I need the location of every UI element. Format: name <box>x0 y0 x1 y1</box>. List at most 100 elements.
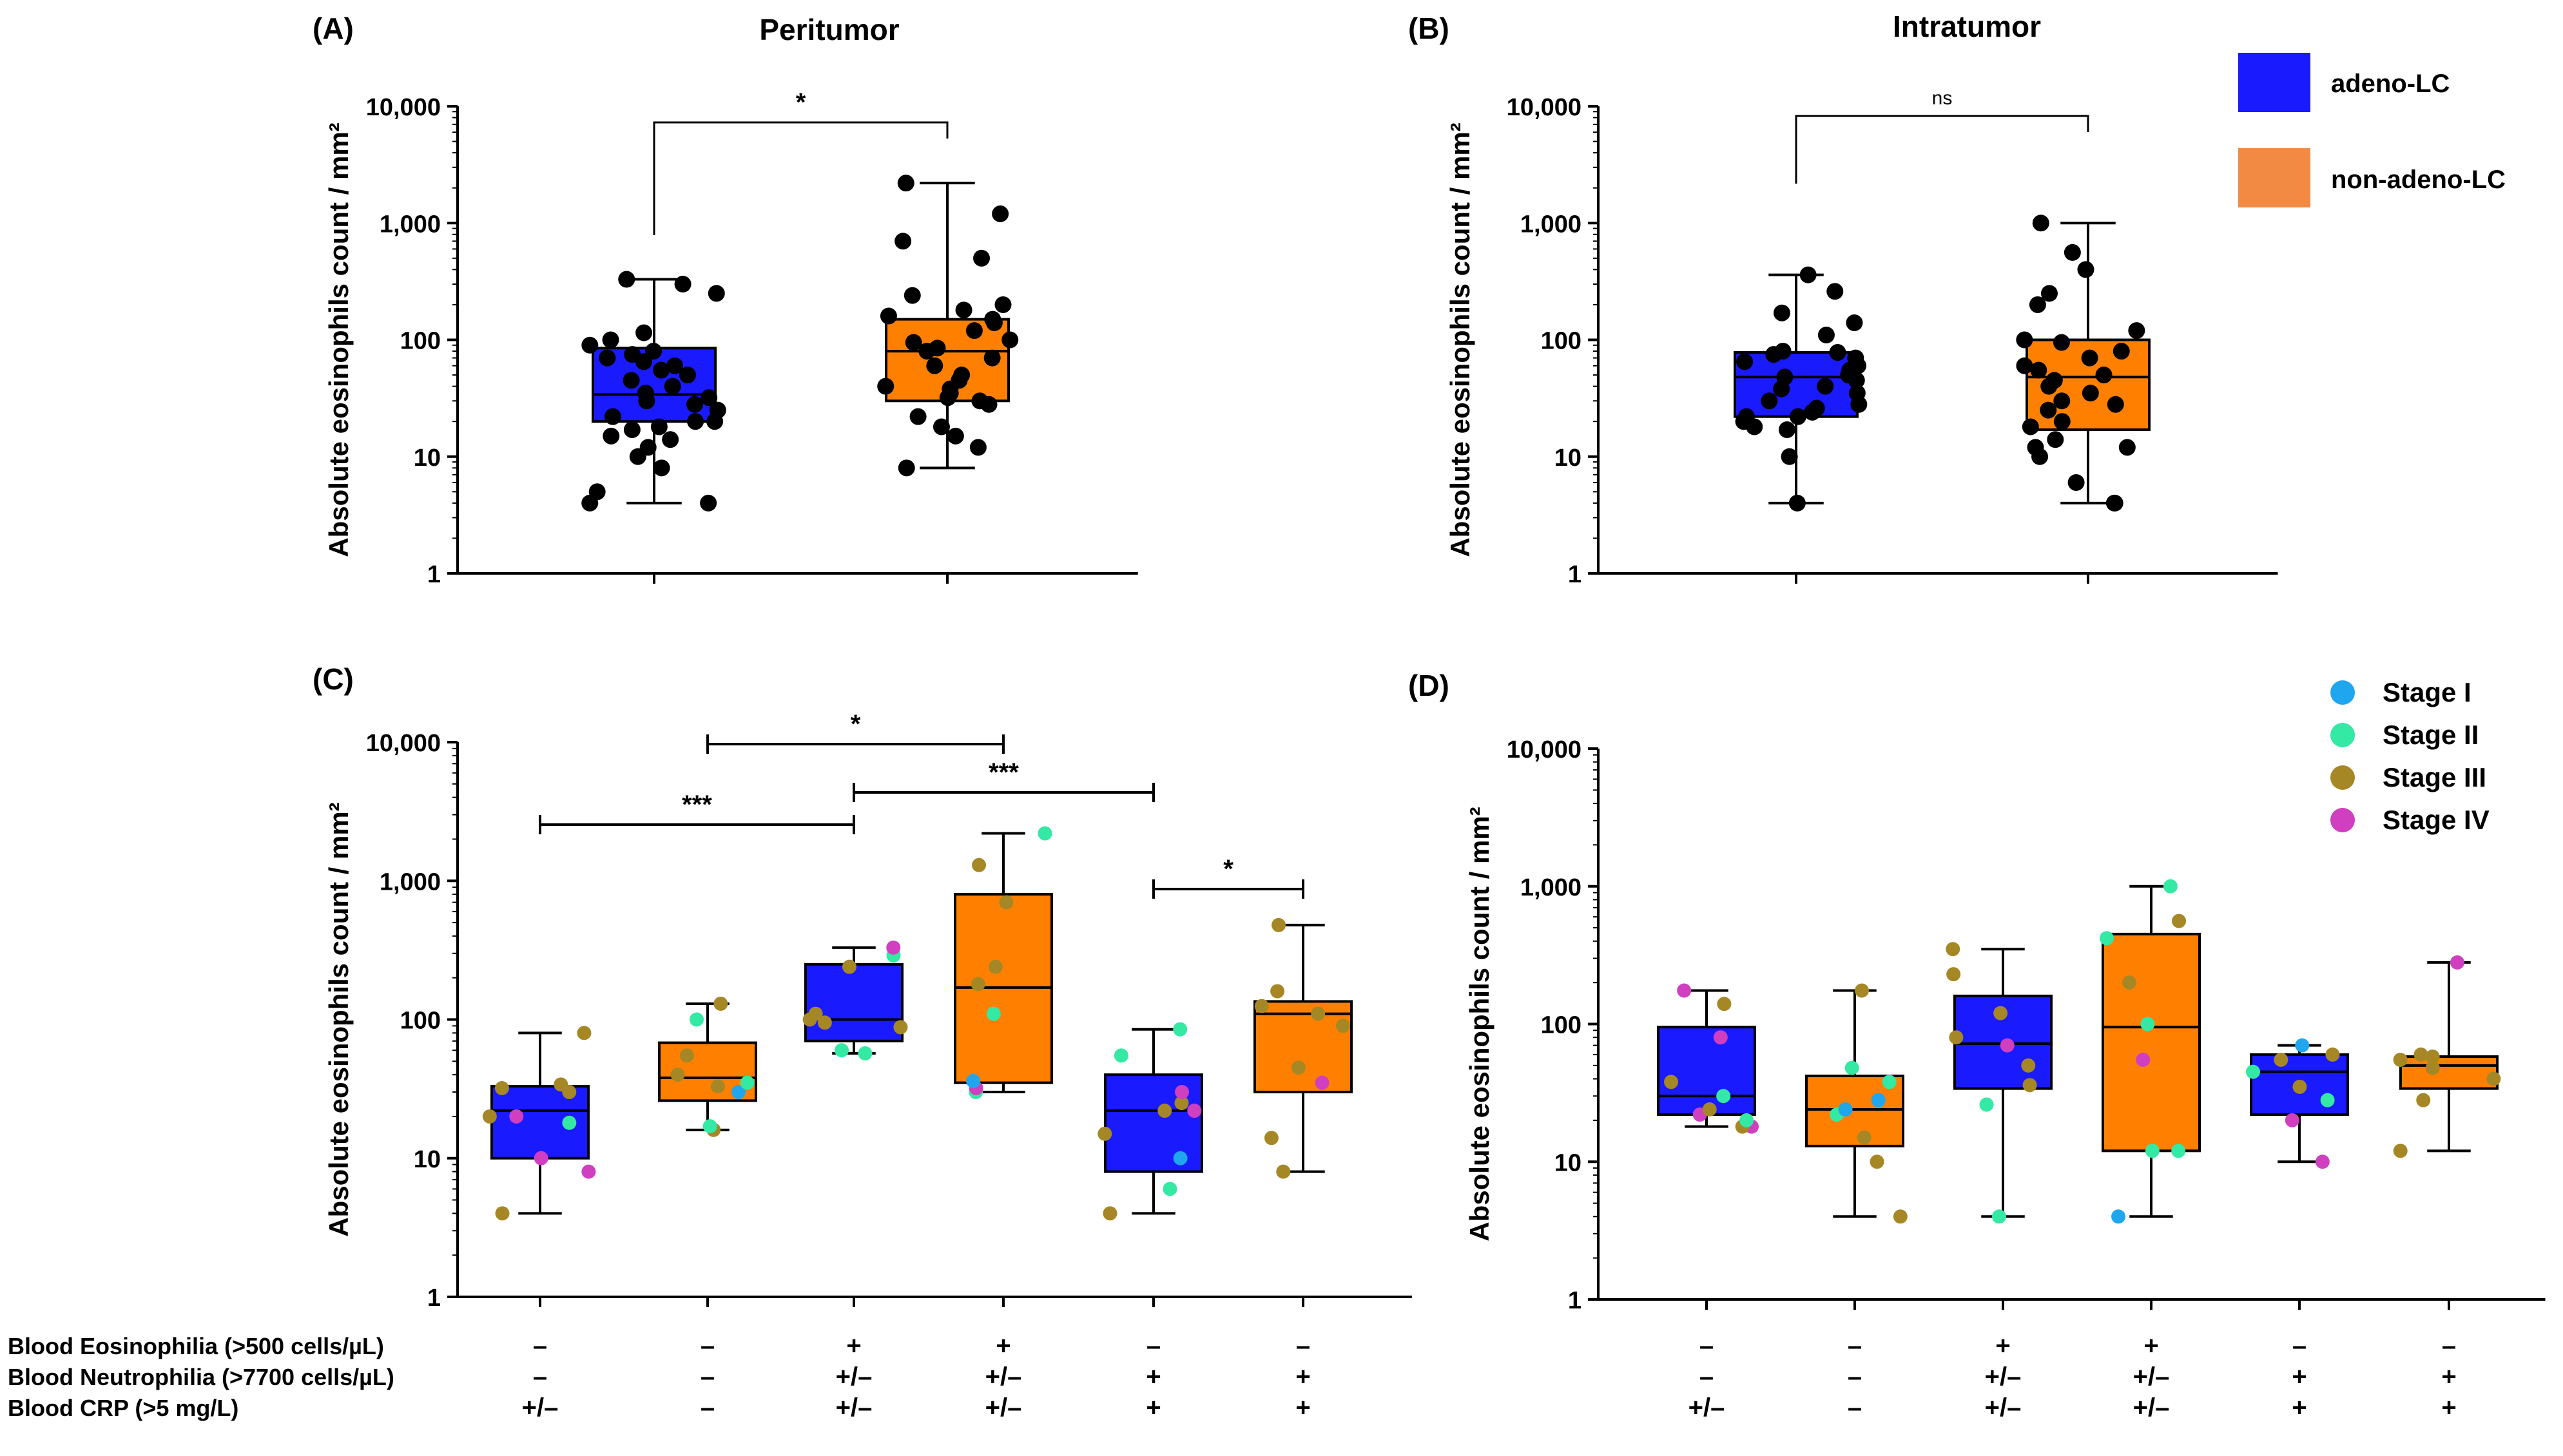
data-point <box>2163 879 2178 894</box>
data-point <box>588 483 606 501</box>
data-point <box>650 418 668 436</box>
data-point <box>858 1046 873 1061</box>
data-point <box>662 431 679 448</box>
data-point <box>1789 408 1806 425</box>
data-point <box>700 494 717 512</box>
data-point <box>895 233 912 250</box>
data-point <box>1173 1151 1188 1165</box>
significance-label: *** <box>989 758 1019 787</box>
data-point <box>2140 1017 2155 1031</box>
data-point <box>1114 1048 1128 1063</box>
condition-symbol: – <box>701 1332 715 1360</box>
data-point <box>645 343 663 360</box>
data-point <box>988 959 1003 974</box>
data-point <box>1774 343 1792 360</box>
y-tick-label: 10 <box>414 445 441 472</box>
data-point <box>2274 1052 2288 1067</box>
data-point <box>1315 1075 1330 1090</box>
data-point <box>2016 357 2033 374</box>
legend-swatch-adeno <box>2238 53 2310 112</box>
data-point <box>1826 283 1844 300</box>
data-point <box>994 296 1012 313</box>
data-point <box>2128 322 2145 340</box>
data-point <box>1844 1060 1859 1075</box>
data-point <box>1311 1006 1326 1021</box>
data-point <box>2416 1093 2431 1107</box>
condition-symbol: – <box>1699 1332 1714 1360</box>
condition-symbol: + <box>1295 1394 1310 1422</box>
panel-label-b: (B) <box>1408 12 1449 45</box>
data-point <box>495 1206 510 1221</box>
significance-label: *** <box>682 790 712 819</box>
data-point <box>2053 334 2070 351</box>
data-point <box>1773 304 1790 321</box>
condition-symbol: +/– <box>1688 1394 1725 1422</box>
data-point <box>2105 494 2123 512</box>
significance-bracket <box>1152 879 1304 899</box>
condition-symbol: – <box>533 1332 547 1360</box>
data-point <box>2095 367 2113 384</box>
data-point <box>709 401 726 419</box>
data-point <box>2100 931 2114 946</box>
data-point <box>1664 1075 1679 1089</box>
y-tick-label: 1,000 <box>380 211 441 238</box>
condition-symbol: – <box>2292 1332 2307 1360</box>
data-point <box>1702 1102 1717 1116</box>
legend-label-non-adeno: non-adeno-LC <box>2331 166 2506 194</box>
data-point <box>687 413 704 430</box>
data-point <box>708 285 725 302</box>
significance-bracket <box>853 783 1155 802</box>
data-point <box>1291 1060 1306 1075</box>
box <box>2102 932 2201 1153</box>
data-point <box>2027 439 2044 456</box>
data-point <box>877 378 895 395</box>
data-point <box>817 1015 832 1030</box>
condition-symbol: +/– <box>985 1394 1022 1422</box>
y-tick-label: 10,000 <box>366 94 441 121</box>
y-axis-label: Absolute eosinophils count / mm² <box>324 802 354 1236</box>
data-point <box>618 271 635 288</box>
data-point <box>2285 1113 2299 1127</box>
data-point <box>2022 1078 2037 1093</box>
data-point <box>554 1077 568 1092</box>
data-point <box>2393 1144 2408 1158</box>
data-point <box>1175 1085 1190 1100</box>
y-tick-label: 1 <box>427 561 441 588</box>
data-point <box>2047 431 2064 448</box>
significance-label: ns <box>1932 88 1953 109</box>
condition-symbol: + <box>1995 1332 2010 1360</box>
data-point <box>2118 439 2136 456</box>
panel-label-c: (C) <box>313 662 354 696</box>
data-point <box>909 408 927 425</box>
data-point <box>623 421 641 438</box>
data-point <box>2029 296 2046 313</box>
significance-label: * <box>796 88 806 117</box>
y-tick-label: 1 <box>1568 561 1581 588</box>
data-point <box>581 1164 596 1179</box>
data-point <box>897 175 914 192</box>
condition-symbol: – <box>2442 1332 2456 1360</box>
data-point <box>933 418 950 436</box>
legend-label-adeno: adeno-LC <box>2331 70 2450 98</box>
data-point <box>1781 448 1798 465</box>
data-point <box>2053 392 2071 410</box>
condition-symbol: +/– <box>522 1394 559 1422</box>
significance-label: * <box>851 710 861 738</box>
title-intratumor: Intratumor <box>1893 10 2041 43</box>
data-point <box>955 302 972 319</box>
significance-label: * <box>1223 855 1233 883</box>
y-tick-label: 1,000 <box>1520 211 1581 238</box>
data-point <box>905 334 922 351</box>
legend-label-stage-2: Stage II <box>2383 720 2479 750</box>
data-point <box>1871 1093 1886 1107</box>
legend-dot-stage-2 <box>2330 723 2355 747</box>
legend-swatch-non-adeno <box>2238 148 2310 207</box>
y-tick-label: 10,000 <box>1507 94 1581 121</box>
data-point <box>562 1115 577 1130</box>
data-point <box>2032 215 2049 232</box>
data-point <box>702 1119 717 1134</box>
y-axis-label: Absolute eosinophils count / mm² <box>1464 807 1494 1241</box>
panel-4-plot: 1 10 100 1,000 10,000 Absolute eosinophils co… <box>1464 736 2546 1422</box>
data-point <box>2067 474 2085 491</box>
y-tick-label: 1 <box>1568 1287 1581 1314</box>
